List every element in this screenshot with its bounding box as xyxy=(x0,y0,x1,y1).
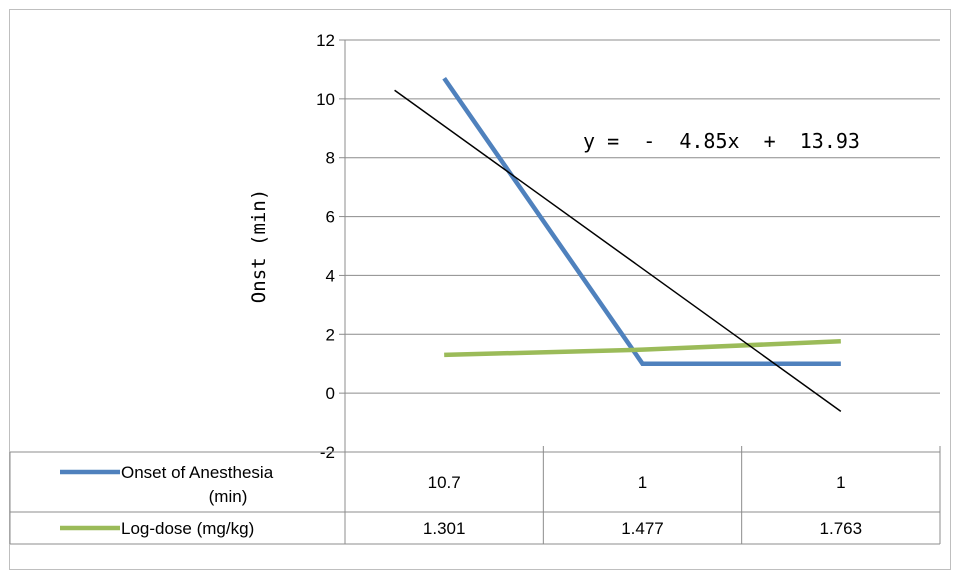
series-line-2 xyxy=(444,339,841,358)
legend-label: Log-dose (mg/kg) xyxy=(121,519,254,538)
trendline xyxy=(394,89,842,412)
y-tick-label: 4 xyxy=(326,266,335,285)
table-cell: 10.7 xyxy=(428,473,461,492)
y-tick-label: 10 xyxy=(316,90,335,109)
series-line-1 xyxy=(442,76,841,366)
y-tick-label: 6 xyxy=(326,208,335,227)
table-cell: 1.477 xyxy=(621,519,664,538)
y-tick-label: 2 xyxy=(326,325,335,344)
table-cell: 1.301 xyxy=(423,519,466,538)
table-cell: 1 xyxy=(836,473,845,492)
legend-label: Onset of Anesthesia xyxy=(121,463,274,482)
y-tick-label: 8 xyxy=(326,149,335,168)
y-tick-label: 12 xyxy=(316,31,335,50)
trendline-equation: y = - 4.85x + 13.93 xyxy=(583,129,860,153)
legend-label: (min) xyxy=(209,487,248,506)
table-cell: 1 xyxy=(638,473,647,492)
chart-frame xyxy=(9,9,951,570)
table-cell: 1.763 xyxy=(820,519,863,538)
y-axis-label: Onst (min) xyxy=(248,189,270,303)
y-tick-label: 0 xyxy=(326,384,335,403)
